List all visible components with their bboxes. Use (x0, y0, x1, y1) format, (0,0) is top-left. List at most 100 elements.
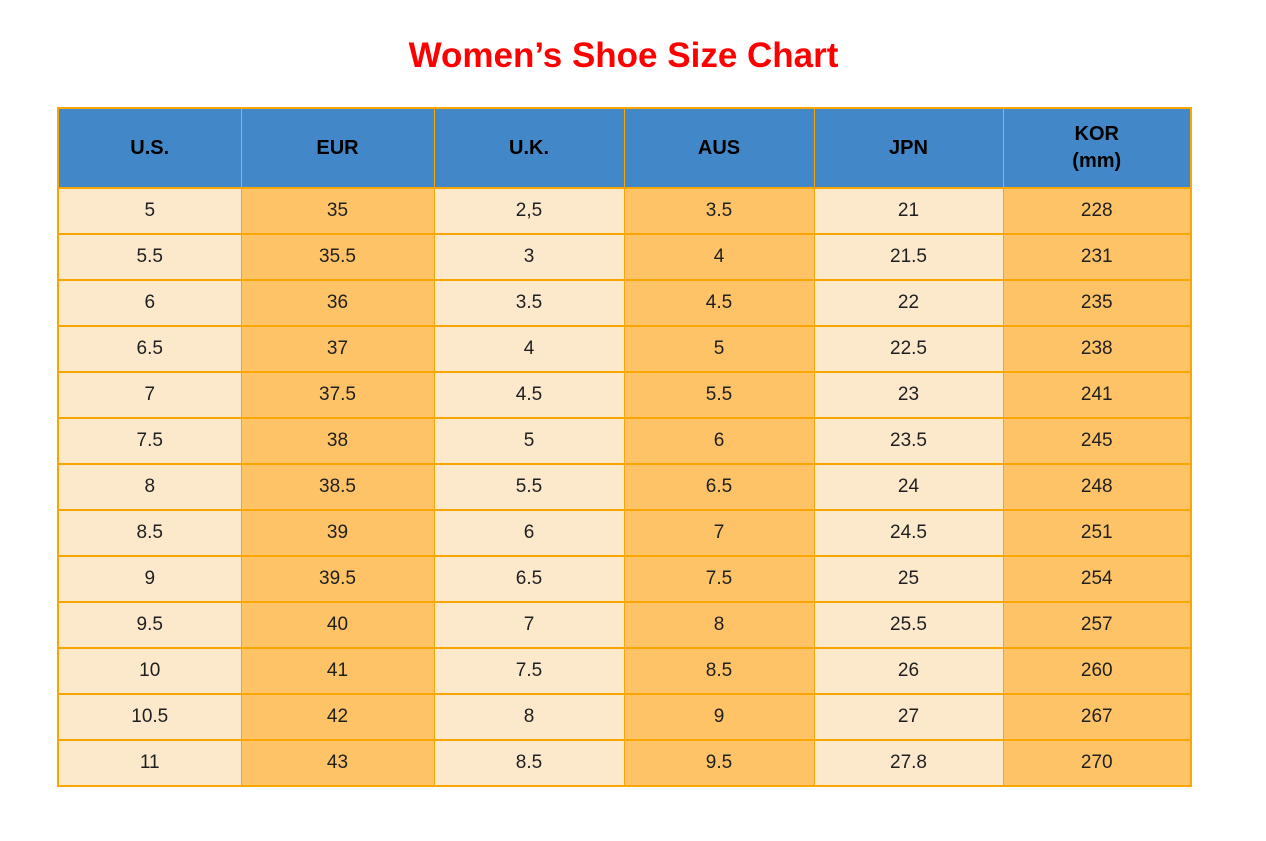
table-cell: 7.5 (57, 417, 242, 465)
table-cell: 8.5 (623, 647, 815, 695)
column-header-aus: AUS (623, 107, 815, 189)
table-cell: 35.5 (240, 233, 435, 281)
table-row: 11 43 8.5 9.5 27.8 270 (57, 739, 1192, 787)
table-cell: 7 (433, 601, 625, 649)
table-cell: 4 (433, 325, 625, 373)
table-cell: 6.5 (57, 325, 242, 373)
column-header-us: U.S. (57, 107, 242, 189)
table-cell: 10 (57, 647, 242, 695)
table-cell: 241 (1002, 371, 1192, 419)
table-cell: 3 (433, 233, 625, 281)
table-cell: 245 (1002, 417, 1192, 465)
header-row: U.S. EUR U.K. AUS JPN (57, 107, 1192, 189)
table-cell: 39.5 (240, 555, 435, 603)
column-header-label: AUS (697, 136, 741, 159)
column-header-label: U.K. (509, 136, 549, 159)
table-row: 7.5 38 5 6 23.5 245 (57, 417, 1192, 465)
table-cell: 8 (623, 601, 815, 649)
table-cell: 25.5 (813, 601, 1004, 649)
table-cell: 23.5 (813, 417, 1004, 465)
table-cell: 270 (1002, 739, 1192, 787)
table-cell: 24 (813, 463, 1004, 511)
table-cell: 40 (240, 601, 435, 649)
table-cell: 9 (623, 693, 815, 741)
table-cell: 6 (433, 509, 625, 557)
table-row: 5 35 2,5 3.5 21 228 (57, 187, 1192, 235)
table-cell: 9 (57, 555, 242, 603)
table-cell: 3.5 (623, 187, 815, 235)
table-row: 10 41 7.5 8.5 26 260 (57, 647, 1192, 695)
column-header-label: U.S. (130, 136, 170, 159)
column-header-label: KOR (1074, 123, 1119, 145)
table-cell: 8.5 (433, 739, 625, 787)
table-cell: 228 (1002, 187, 1192, 235)
table-cell: 6 (57, 279, 242, 327)
table-row: 9 39.5 6.5 7.5 25 254 (57, 555, 1192, 603)
table-cell: 37.5 (240, 371, 435, 419)
table-row: 6 36 3.5 4.5 22 235 (57, 279, 1192, 327)
table-cell: 42 (240, 693, 435, 741)
table-cell: 27 (813, 693, 1004, 741)
table-cell: 38.5 (240, 463, 435, 511)
table-cell: 254 (1002, 555, 1192, 603)
table-cell: 22.5 (813, 325, 1004, 373)
table-cell: 4.5 (623, 279, 815, 327)
table-row: 10.5 42 8 9 27 267 (57, 693, 1192, 741)
table-cell: 6.5 (433, 555, 625, 603)
table-cell: 9.5 (623, 739, 815, 787)
table-cell: 8 (433, 693, 625, 741)
table-row: 8.5 39 6 7 24.5 251 (57, 509, 1192, 557)
table-cell: 23 (813, 371, 1004, 419)
table-cell: 36 (240, 279, 435, 327)
table-body: 5 35 2,5 3.5 21 228 5.5 35.5 3 4 21.5 231 6 36 3.5 4.5 2… (57, 187, 1192, 787)
title-container: Women’s Shoe Size Chart (57, 36, 1190, 76)
table-cell: 3.5 (433, 279, 625, 327)
table-cell: 39 (240, 509, 435, 557)
table-cell: 24.5 (813, 509, 1004, 557)
table-cell: 10.5 (57, 693, 242, 741)
table-cell: 4.5 (433, 371, 625, 419)
table-cell: 6 (623, 417, 815, 465)
table-cell: 7.5 (623, 555, 815, 603)
table-cell: 251 (1002, 509, 1192, 557)
table-row: 7 37.5 4.5 5.5 23 241 (57, 371, 1192, 419)
table-row: 9.5 40 7 8 25.5 257 (57, 601, 1192, 649)
table-cell: 5.5 (623, 371, 815, 419)
table-cell: 2,5 (433, 187, 625, 235)
size-chart-table: U.S. EUR U.K. AUS JPN (57, 107, 1192, 787)
table-row: 6.5 37 4 5 22.5 238 (57, 325, 1192, 373)
table-cell: 4 (623, 233, 815, 281)
column-header-jpn: JPN (813, 107, 1004, 189)
table-cell: 37 (240, 325, 435, 373)
table-cell: 267 (1002, 693, 1192, 741)
table-cell: 27.8 (813, 739, 1004, 787)
table-cell: 26 (813, 647, 1004, 695)
table-cell: 22 (813, 279, 1004, 327)
table-header: U.S. EUR U.K. AUS JPN (57, 107, 1192, 189)
column-header-eur: EUR (240, 107, 435, 189)
column-header-kor: KOR (mm) (1002, 107, 1192, 189)
table-cell: 248 (1002, 463, 1192, 511)
page-title: Women’s Shoe Size Chart (408, 36, 839, 75)
table-row: 8 38.5 5.5 6.5 24 248 (57, 463, 1192, 511)
table-cell: 43 (240, 739, 435, 787)
table-cell: 7.5 (433, 647, 625, 695)
table-cell: 231 (1002, 233, 1192, 281)
table-cell: 260 (1002, 647, 1192, 695)
table-cell: 35 (240, 187, 435, 235)
table-cell: 25 (813, 555, 1004, 603)
column-header-label: EUR (316, 136, 359, 159)
table-cell: 41 (240, 647, 435, 695)
table-cell: 7 (57, 371, 242, 419)
table-cell: 21 (813, 187, 1004, 235)
table-cell: 9.5 (57, 601, 242, 649)
column-header-uk: U.K. (433, 107, 625, 189)
table-cell: 5.5 (433, 463, 625, 511)
table-cell: 5 (623, 325, 815, 373)
table-cell: 5.5 (57, 233, 242, 281)
table-row: 5.5 35.5 3 4 21.5 231 (57, 233, 1192, 281)
table-cell: 5 (433, 417, 625, 465)
table-cell: 7 (623, 509, 815, 557)
column-header-label: JPN (889, 136, 928, 159)
